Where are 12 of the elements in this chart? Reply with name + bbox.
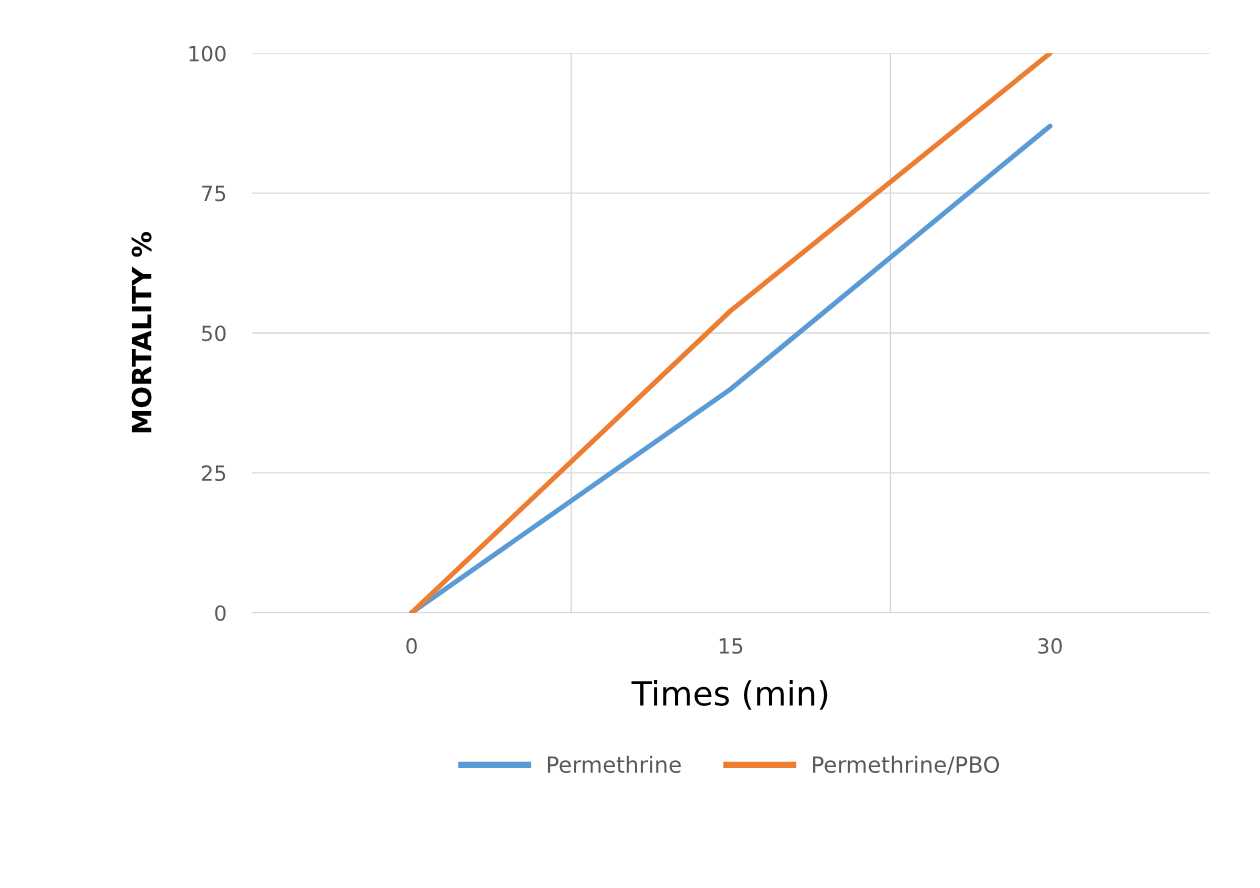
x-axis-title: Times (min) bbox=[631, 680, 828, 710]
legend-label: Permethrine bbox=[547, 755, 681, 773]
x-tick-label: 30 bbox=[1038, 638, 1062, 654]
y-tick-label: 25 bbox=[202, 465, 226, 482]
x-tick-label: 15 bbox=[719, 638, 743, 654]
y-tick-label: 50 bbox=[202, 325, 226, 342]
y-axis-title: MORTALITY % bbox=[131, 232, 152, 433]
y-tick-label: 75 bbox=[202, 185, 226, 202]
legend-label: Permethrine/PBO bbox=[813, 755, 1000, 775]
y-tick-label: 100 bbox=[189, 45, 226, 62]
y-tick-label: 0 bbox=[215, 605, 226, 621]
x-tick-label: 0 bbox=[406, 638, 417, 654]
